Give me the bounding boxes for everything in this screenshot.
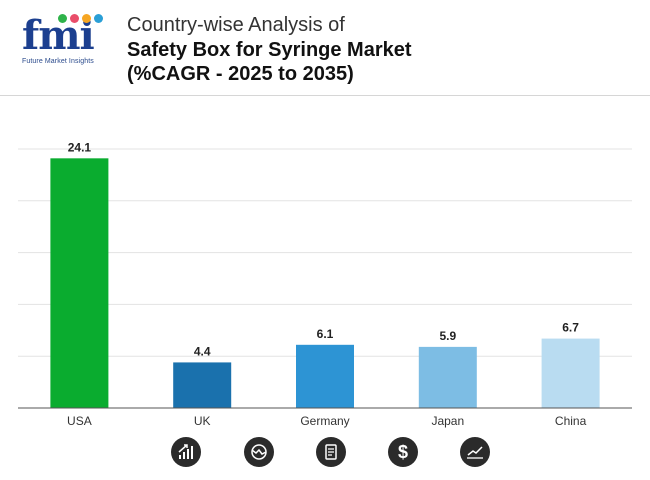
fmi-logo: fmi Future Market Insights (22, 12, 108, 72)
trend-cycle-icon (244, 437, 274, 467)
bar-japan (418, 346, 477, 408)
svg-text:$: $ (398, 442, 408, 462)
x-tick-label: USA (67, 414, 92, 428)
logo-subtitle: Future Market Insights (22, 58, 94, 65)
logo-dot-pink (70, 14, 79, 23)
chart-title-line3: (%CAGR - 2025 to 2035) (127, 63, 354, 85)
chart-title-line2: Safety Box for Syringe Market (127, 39, 412, 61)
bar-china (541, 338, 600, 408)
x-tick-label: China (555, 414, 587, 428)
x-tick-label: Japan (431, 414, 464, 428)
report-document-icon (316, 437, 346, 467)
bar-germany (296, 344, 354, 408)
icon-row: $ (0, 434, 650, 474)
x-tick-label: Germany (300, 414, 349, 428)
data-label: 24.1 (68, 140, 92, 154)
bar-usa (50, 158, 109, 408)
line-chart-icon (460, 437, 490, 467)
header-divider (0, 95, 650, 96)
data-label: 6.7 (562, 321, 579, 335)
logo-dot-blue (94, 14, 103, 23)
logo-dot-orange (82, 14, 91, 23)
x-tick-label: UK (194, 414, 211, 428)
chart-title-line1: Country-wise Analysis of (127, 14, 345, 36)
logo-dot-green (58, 14, 67, 23)
header: fmi Future Market Insights Country-wise … (0, 0, 650, 95)
growth-chart-icon (171, 437, 201, 467)
logo-dots (58, 14, 108, 24)
data-label: 6.1 (317, 327, 334, 341)
data-label: 5.9 (439, 329, 456, 343)
bar-chart: 24.1 USA 4.4 UK 6.1 Germany 5.9 Japan 6.7 China (18, 140, 632, 428)
data-label: 4.4 (194, 344, 211, 358)
dollar-icon: $ (388, 437, 418, 467)
bar-uk (173, 362, 232, 408)
